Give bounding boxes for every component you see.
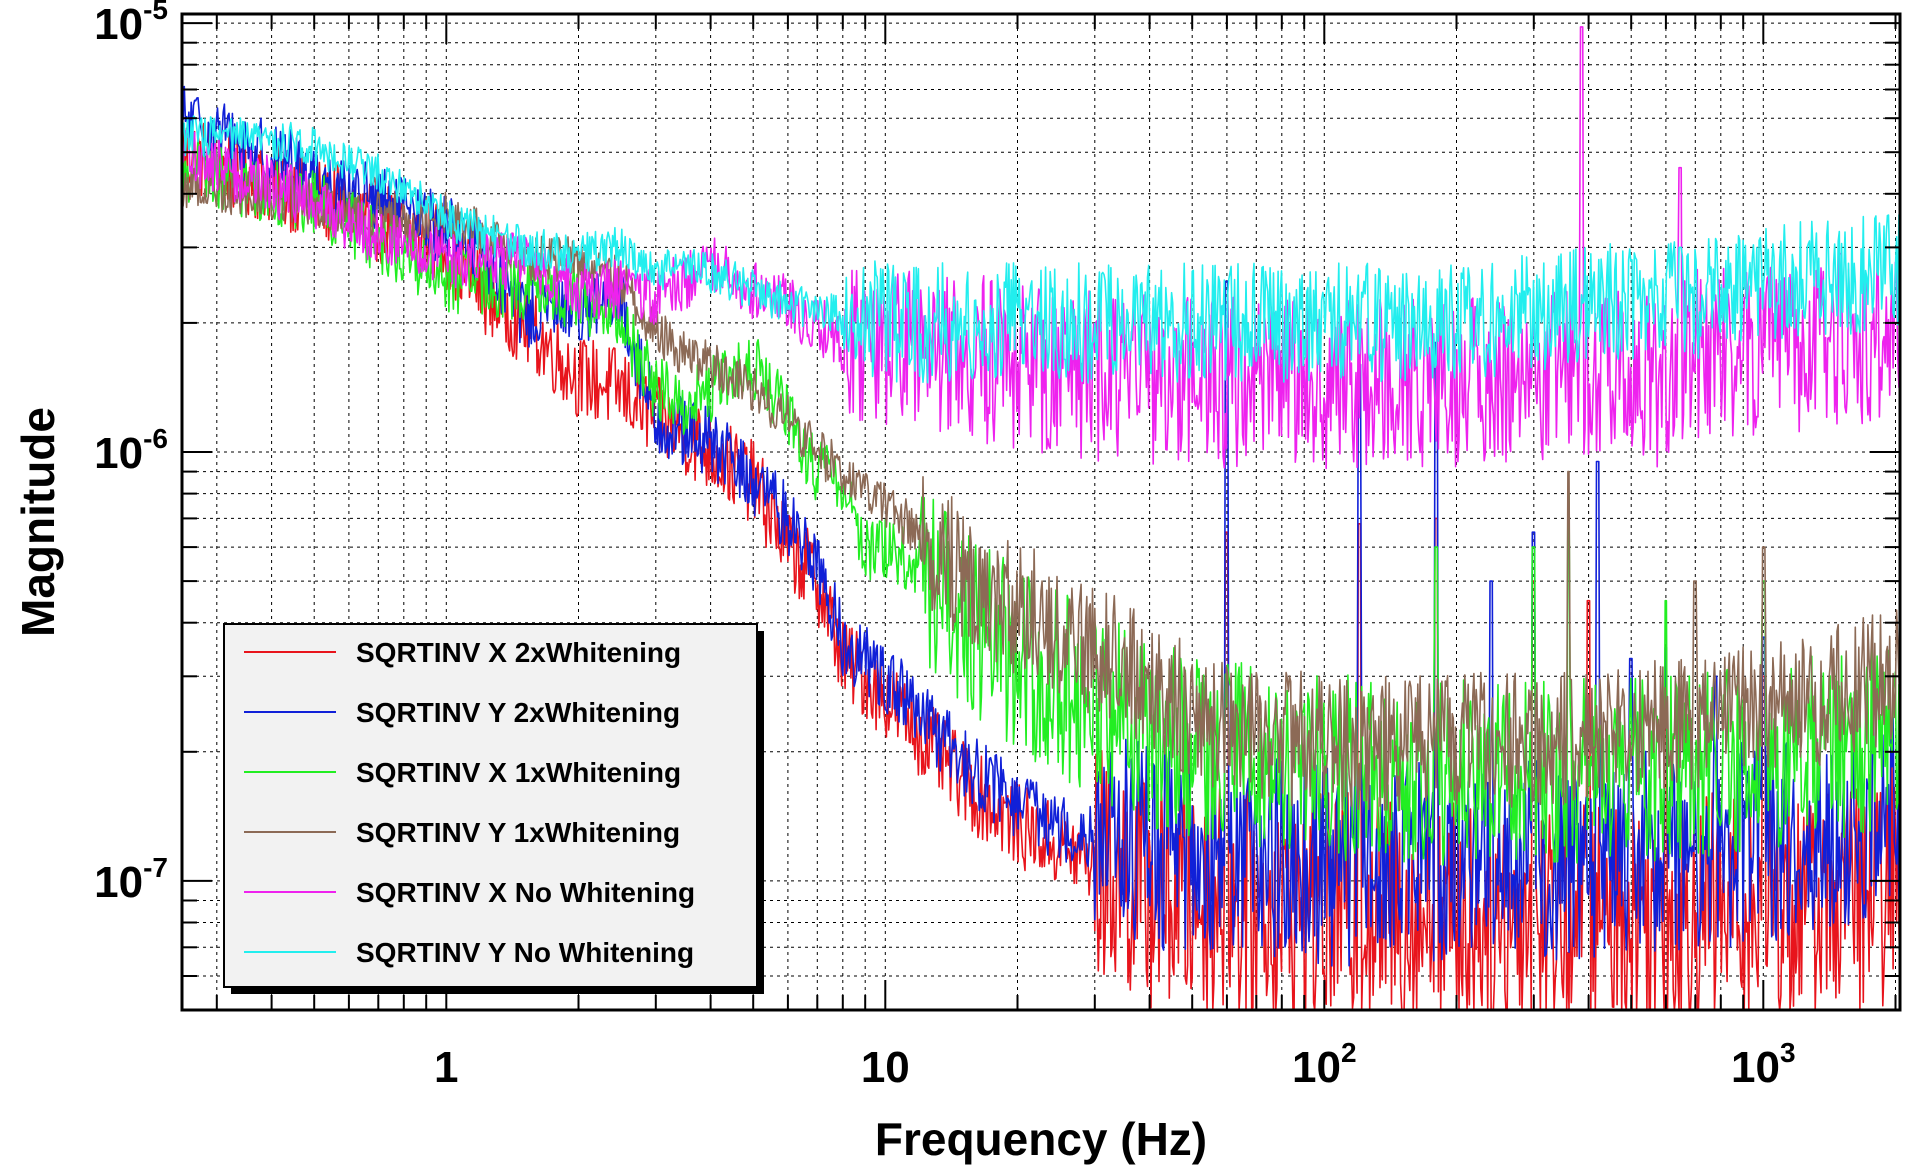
series-line [181,115,1901,384]
legend: SQRTINV X 2xWhitening SQRTINV Y 2xWhiteni… [223,623,764,994]
legend-label: SQRTINV Y 2xWhitening [356,697,680,728]
series-layer [181,26,1901,1011]
grid-lines [182,14,1900,1011]
y-tick-label: 10-5 [94,0,168,49]
y-axis-title: Magnitude [12,407,64,637]
legend-label: SQRTINV Y 1xWhitening [356,817,680,848]
x-tick-label: 10 [861,1043,910,1092]
legend-entries: SQRTINV X 2xWhitening SQRTINV Y 2xWhiteni… [244,637,695,968]
legend-label: SQRTINV X No Whitening [356,877,695,908]
axis-ticks [182,14,1900,1011]
x-tick-label: 1 [434,1043,458,1092]
axis-tick-labels: 1 10 102 103 10-7 10-6 10-5 [94,0,1795,1092]
x-tick-label: 102 [1292,1037,1357,1092]
x-axis-title: Frequency (Hz) [875,1113,1207,1165]
legend-box [223,623,758,988]
legend-label: SQRTINV Y No Whitening [356,937,694,968]
y-tick-label: 10-7 [94,852,168,907]
plot-frame [180,12,1902,1012]
legend-label: SQRTINV X 1xWhitening [356,757,681,788]
legend-label: SQRTINV X 2xWhitening [356,637,681,668]
y-tick-label: 10-6 [94,423,168,478]
x-tick-label: 103 [1731,1037,1796,1092]
